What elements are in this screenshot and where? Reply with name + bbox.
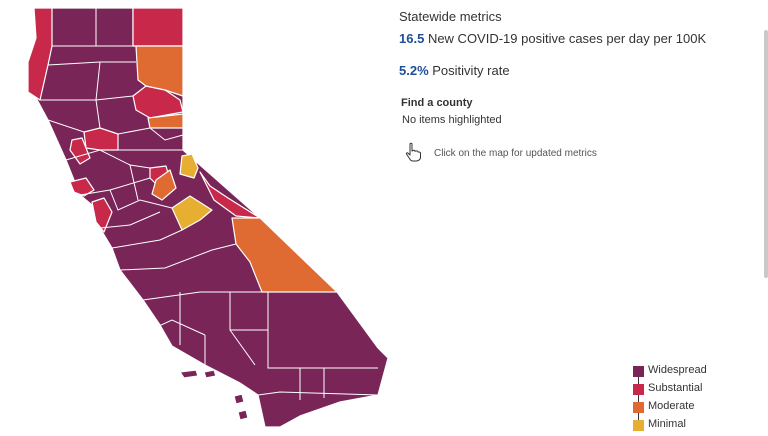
- legend-connector: [638, 377, 639, 385]
- county-region[interactable]: [151, 169, 177, 201]
- county-region[interactable]: [147, 113, 184, 129]
- metric-cases: 16.5 New COVID-19 positive cases per day…: [399, 31, 706, 46]
- county-region[interactable]: [69, 137, 91, 165]
- legend-connector: [638, 413, 639, 421]
- california-county-map[interactable]: [0, 0, 400, 427]
- legend-swatch: [633, 384, 644, 395]
- county-region[interactable]: [179, 153, 199, 179]
- county-region[interactable]: [171, 195, 213, 231]
- county-region[interactable]: [237, 409, 249, 421]
- county-region[interactable]: [233, 393, 245, 405]
- legend-swatch: [633, 402, 644, 413]
- hint-text: Click on the map for updated metrics: [434, 148, 597, 159]
- find-county-label: Find a county: [401, 97, 473, 109]
- county-region[interactable]: [135, 45, 184, 97]
- pointer-hand-icon: [405, 142, 421, 162]
- legend-item: Widespread: [630, 364, 750, 385]
- legend-item: Moderate: [630, 400, 750, 421]
- county-borders: [40, 8, 379, 400]
- county-region[interactable]: [91, 197, 113, 233]
- legend-swatch: [633, 366, 644, 377]
- legend-item: Minimal: [630, 418, 750, 436]
- legend-label: Substantial: [648, 382, 703, 394]
- legend-label: Widespread: [648, 364, 707, 376]
- legend-connector: [638, 395, 639, 403]
- metric-positivity: 5.2% Positivity rate: [399, 63, 510, 78]
- legend-label: Moderate: [648, 400, 695, 412]
- find-county-value[interactable]: No items highlighted: [402, 114, 502, 126]
- legend: Widespread Substantial Moderate Minimal: [630, 364, 750, 436]
- metric-positivity-value: 5.2%: [399, 63, 429, 78]
- legend-label: Minimal: [648, 418, 686, 430]
- metric-cases-value: 16.5: [399, 31, 425, 46]
- county-region[interactable]: [27, 7, 389, 427]
- county-region[interactable]: [179, 369, 199, 379]
- legend-item: Substantial: [630, 382, 750, 403]
- legend-swatch: [633, 420, 644, 431]
- county-region[interactable]: [132, 7, 184, 47]
- metric-positivity-label: Positivity rate: [432, 63, 510, 78]
- metric-cases-label: New COVID-19 positive cases per day per …: [427, 31, 707, 46]
- panel-title: Statewide metrics: [399, 9, 502, 24]
- county-region[interactable]: [203, 369, 217, 379]
- scrollbar[interactable]: [764, 30, 768, 278]
